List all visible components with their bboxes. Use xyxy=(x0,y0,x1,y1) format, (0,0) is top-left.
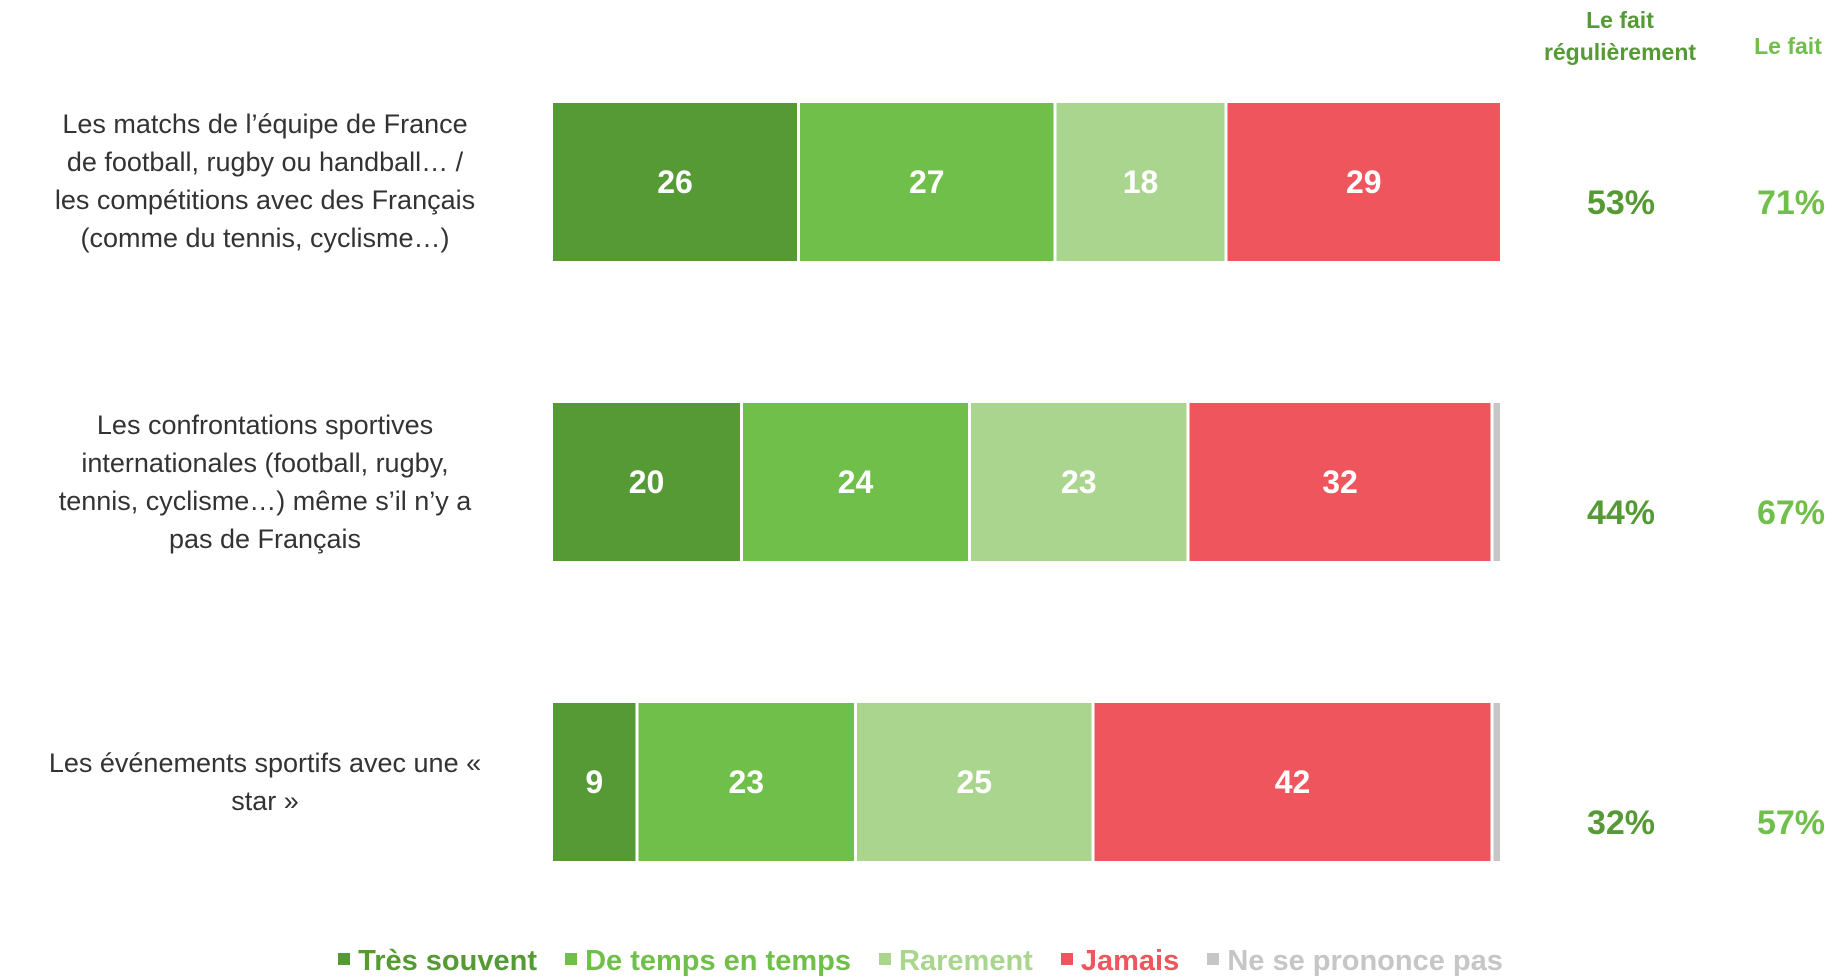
column-header-line: Le fait xyxy=(1586,7,1654,33)
bar-value-label: 18 xyxy=(1123,164,1159,200)
legend-label: Ne se prononce pas xyxy=(1227,945,1503,977)
stat-le-fait-row-2: 67% xyxy=(1756,494,1826,532)
row-label-line: internationales (football, rugby, xyxy=(81,448,449,478)
bar-segment xyxy=(971,403,1187,561)
legend-swatch xyxy=(1207,953,1220,966)
column-header-line: Le fait xyxy=(1754,33,1822,59)
bar-segment xyxy=(800,103,1054,261)
row-label-line: star » xyxy=(231,786,299,816)
legend-label: Très souvent xyxy=(358,945,537,977)
row-label-1: Les matchs de l’équipe de France de foot… xyxy=(0,105,530,257)
bar-segment xyxy=(553,403,740,561)
legend-swatch xyxy=(879,953,892,966)
stat-le-fait-row-3: 57% xyxy=(1756,804,1826,842)
legend-item-de-temps-en-temps: De temps en temps xyxy=(565,945,851,978)
bar-value-label: 24 xyxy=(838,464,874,500)
stat-regulierement-row-2: 44% xyxy=(1586,494,1656,532)
legend-label: De temps en temps xyxy=(585,945,851,977)
legend-swatch xyxy=(1060,953,1073,966)
bar-segment xyxy=(553,103,797,261)
stat-regulierement-row-3: 32% xyxy=(1586,804,1656,842)
row-label-line: tennis, cyclisme…) même s’il n’y a xyxy=(58,486,472,516)
column-header-regulierement: Le fait régulièrement xyxy=(1510,4,1730,68)
bar-segment xyxy=(553,703,636,861)
legend-item-ne-se-prononce-pas: Ne se prononce pas xyxy=(1207,945,1503,978)
stat-le-fait-row-1: 71% xyxy=(1756,184,1826,222)
row-label-line: (comme du tennis, cyclisme…) xyxy=(80,223,450,253)
bar-value-label: 26 xyxy=(657,164,693,200)
row-label-line: les compétitions avec des Français xyxy=(54,185,476,215)
row-label-2: Les confrontations sportives internation… xyxy=(0,406,530,558)
row-label-3: Les événements sportifs avec une « star … xyxy=(0,744,530,820)
legend-item-tres-souvent: Très souvent xyxy=(338,945,537,978)
row-label-line: pas de Français xyxy=(168,524,362,554)
legend-label: Rarement xyxy=(899,945,1033,977)
stat-regulierement-row-1: 53% xyxy=(1586,184,1656,222)
bar-segment xyxy=(1493,403,1500,561)
row-label-line: de football, rugby ou handball… / xyxy=(66,147,464,177)
bar-segment xyxy=(1094,703,1491,861)
row-label-line: Les matchs de l’équipe de France xyxy=(62,109,468,139)
bar-segment xyxy=(857,703,1092,861)
bar-value-label: 29 xyxy=(1346,164,1382,200)
bar-value-label: 32 xyxy=(1322,464,1358,500)
legend-label: Jamais xyxy=(1080,945,1180,977)
bar-value-label: 23 xyxy=(728,764,764,800)
column-header-le-fait: Le fait xyxy=(1738,30,1838,62)
legend-item-jamais: Jamais xyxy=(1060,945,1180,978)
legend-swatch xyxy=(565,953,578,966)
legend-swatch xyxy=(338,953,351,966)
bar-segment xyxy=(1227,103,1500,261)
column-header-line: régulièrement xyxy=(1543,39,1697,65)
bar-value-label: 27 xyxy=(909,164,945,200)
row-label-line: Les confrontations sportives xyxy=(96,410,434,440)
bar-segment xyxy=(743,403,968,561)
bar-segment xyxy=(1493,703,1500,861)
bar-segment xyxy=(638,703,854,861)
bar-segment xyxy=(1189,403,1491,561)
legend-item-rarement: Rarement xyxy=(879,945,1033,978)
row-label-line: Les événements sportifs avec une « xyxy=(48,748,482,778)
bar-value-label: 23 xyxy=(1061,464,1097,500)
bar-value-label: 20 xyxy=(629,464,665,500)
bar-value-label: 42 xyxy=(1275,764,1311,800)
bar-value-label: 25 xyxy=(956,764,992,800)
bar-segment xyxy=(1056,103,1225,261)
bar-value-label: 9 xyxy=(585,764,603,800)
legend: Très souvent De temps en temps Rarement … xyxy=(0,945,1841,978)
